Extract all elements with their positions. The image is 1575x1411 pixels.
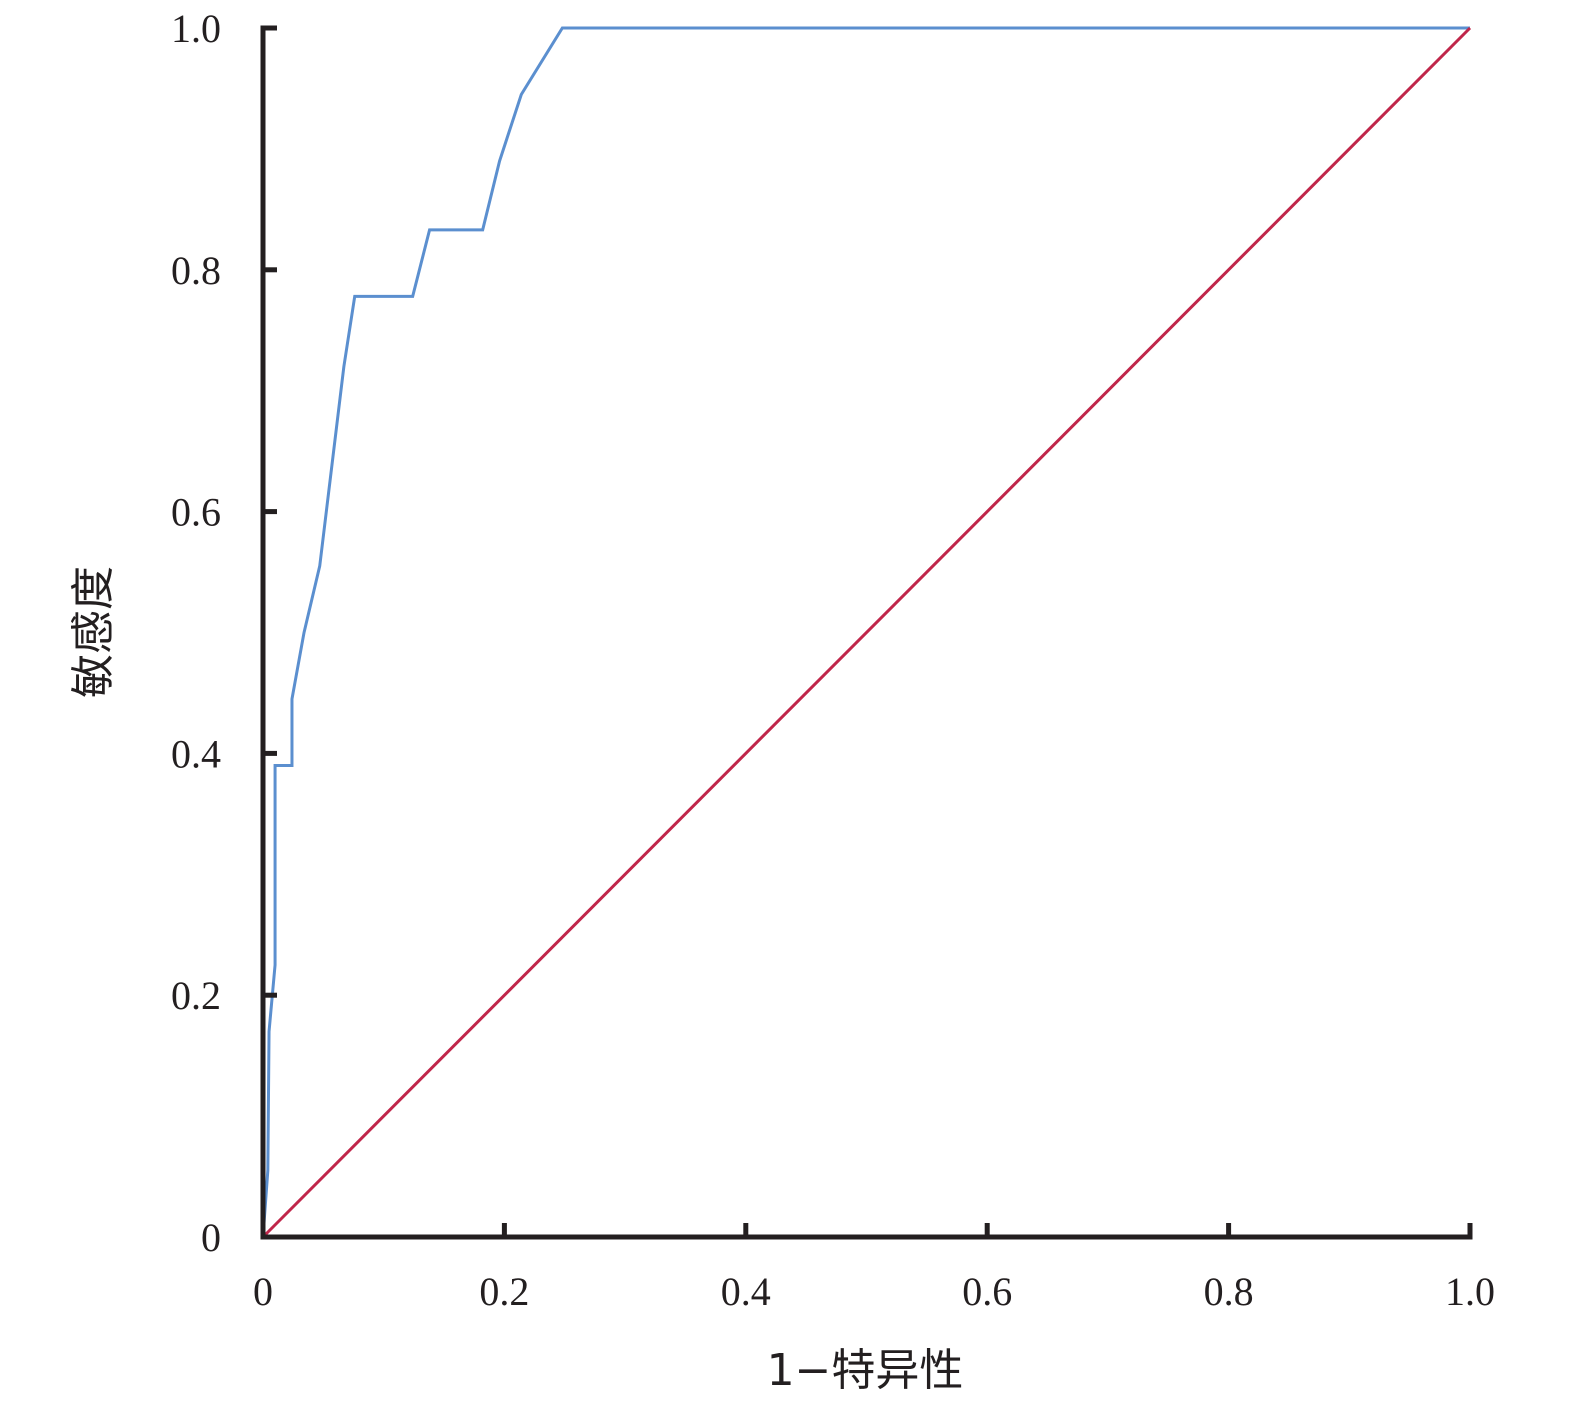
y-tick-label: 0 bbox=[201, 1215, 221, 1260]
y-tick-label: 0.2 bbox=[171, 973, 221, 1018]
y-axis-title: 敏感度 bbox=[68, 566, 119, 698]
x-tick-label: 0.6 bbox=[962, 1269, 1012, 1314]
x-tick-label: 0.2 bbox=[479, 1269, 529, 1314]
roc-curve-line bbox=[261, 26, 1470, 1238]
x-tick-label: 0.8 bbox=[1204, 1269, 1254, 1314]
plot-lines bbox=[261, 26, 1472, 1239]
y-tick-label: 0.4 bbox=[171, 731, 221, 776]
x-tick-label: 1.0 bbox=[1445, 1269, 1495, 1314]
x-tick-label: 0.4 bbox=[721, 1269, 771, 1314]
axes bbox=[260, 25, 1473, 1240]
x-tick-label: 0 bbox=[253, 1269, 273, 1314]
y-axis-ticks: 0 0.2 0.4 0.6 0.8 1.0 bbox=[171, 6, 277, 1260]
reference-diagonal-line bbox=[261, 26, 1472, 1239]
x-axis-ticks: 0 0.2 0.4 0.6 0.8 1.0 bbox=[253, 1223, 1495, 1314]
y-tick-label: 0.6 bbox=[171, 490, 221, 535]
y-tick-label: 1.0 bbox=[171, 6, 221, 51]
y-tick-label: 0.8 bbox=[171, 248, 221, 293]
x-axis-title: 1−特异性 bbox=[767, 1345, 964, 1396]
